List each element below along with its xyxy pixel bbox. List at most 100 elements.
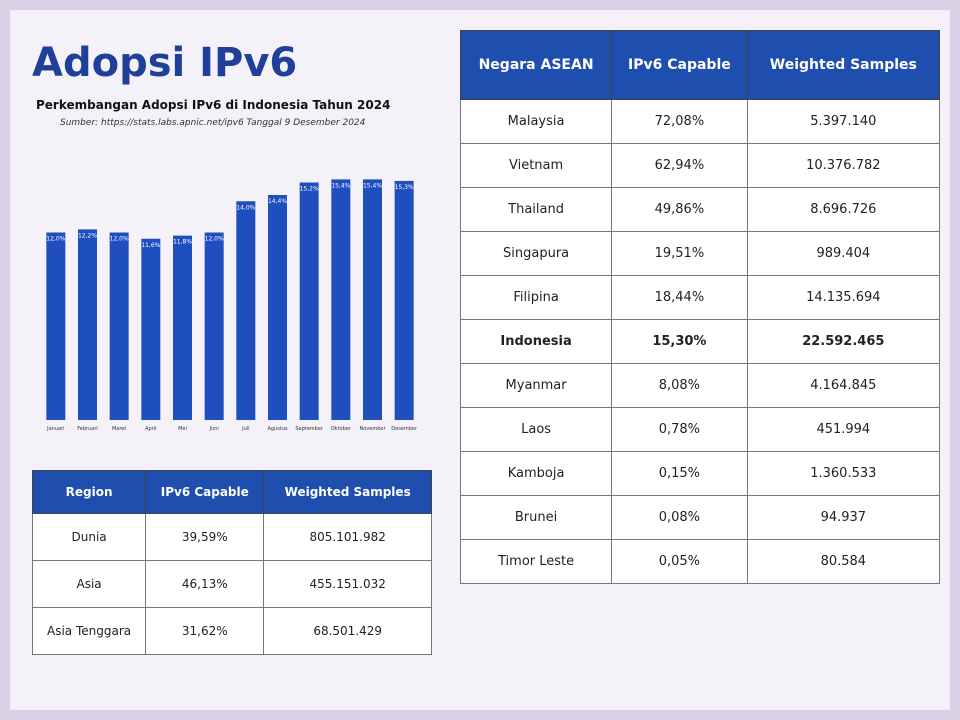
x-tick-label: Februari (77, 426, 98, 432)
table-row: Asia 46,13% 455.151.032 (31, 560, 432, 608)
subtitle: Perkembangan Adopsi IPv6 di Indonesia Ta… (36, 98, 391, 112)
value-label: 15,2% (300, 186, 319, 193)
table-row: Filipina 18,44% 14.135.694 (459, 275, 941, 320)
table-row: Indonesia 15,30% 22.592.465 (459, 319, 941, 364)
slide: Adopsi IPv6 Perkembangan Adopsi IPv6 di … (10, 10, 950, 710)
table-row: Vietnam 62,94% 10.376.782 (459, 143, 941, 188)
table-cell: 68.501.429 (263, 607, 432, 655)
region-table: Region IPv6 Capable Weighted Samples Dunia 3… (31, 470, 432, 655)
table-cell: Laos (459, 407, 613, 452)
table-cell: 1.360.533 (746, 451, 941, 496)
table-cell: Indonesia (459, 319, 613, 364)
table-row: Myanmar 8,08% 4.164.845 (459, 363, 941, 408)
x-tick-label: September (295, 426, 324, 432)
table-cell: 5.397.140 (746, 99, 941, 144)
table-cell: 451.994 (746, 407, 941, 452)
value-label: 11,8% (173, 239, 192, 246)
table-cell: 22.592.465 (746, 319, 941, 364)
value-label: 15,4% (363, 182, 382, 189)
table-cell: Asia Tenggara (31, 607, 147, 655)
table-cell: Vietnam (459, 143, 613, 188)
table-cell: 39,59% (145, 513, 265, 561)
value-label: 11,6% (141, 242, 160, 249)
table-cell: 94.937 (746, 495, 941, 540)
value-label: 12,0% (46, 236, 65, 243)
table-cell: 0,08% (611, 495, 748, 540)
table-cell: 0,78% (611, 407, 748, 452)
table-cell: 989.404 (746, 231, 941, 276)
column-header: Weighted Samples (746, 30, 941, 100)
table-cell: 62,94% (611, 143, 748, 188)
table-row: Dunia 39,59% 805.101.982 (31, 513, 432, 561)
value-label: 15,3% (395, 184, 414, 191)
table-row: Singapura 19,51% 989.404 (459, 231, 941, 276)
table-cell: Filipina (459, 275, 613, 320)
bar (173, 235, 192, 420)
table-cell: 8,08% (611, 363, 748, 408)
value-label: 14,4% (268, 198, 287, 205)
table-cell: 46,13% (145, 560, 265, 608)
table-cell: Kamboja (459, 451, 613, 496)
x-tick-label: Januari (46, 426, 64, 432)
table-row: Malaysia 72,08% 5.397.140 (459, 99, 941, 144)
bar (268, 195, 287, 420)
table-row: Timor Leste 0,05% 80.584 (459, 539, 941, 584)
table-cell: 80.584 (746, 539, 941, 584)
table-cell: 8.696.726 (746, 187, 941, 232)
x-tick-label: Agustus (267, 426, 287, 432)
table-cell: 10.376.782 (746, 143, 941, 188)
x-tick-label: Oktober (331, 426, 352, 432)
x-tick-label: Juni (209, 426, 219, 432)
table-cell: 31,62% (145, 607, 265, 655)
table-cell: 455.151.032 (263, 560, 432, 608)
table-cell: 4.164.845 (746, 363, 941, 408)
source: Sumber: https://stats.labs.apnic.net/ipv… (60, 118, 366, 128)
slide-title: Adopsi IPv6 (32, 40, 298, 86)
bar (299, 182, 319, 420)
table-cell: 72,08% (611, 99, 748, 144)
bar (46, 232, 66, 420)
table-cell: 18,44% (611, 275, 748, 320)
column-header: IPv6 Capable (611, 30, 748, 100)
table-cell: Dunia (31, 513, 147, 561)
value-label: 12,2% (78, 232, 97, 239)
table-cell: Thailand (459, 187, 613, 232)
table-cell: 805.101.982 (263, 513, 432, 561)
table-cell: Singapura (459, 231, 613, 276)
table-cell: 49,86% (611, 187, 748, 232)
table-cell: Brunei (459, 495, 613, 540)
value-label: 15,4% (331, 182, 350, 189)
x-tick-label: Maret (112, 426, 126, 432)
x-tick-label: November (359, 426, 386, 432)
chart: Januari 12,0% Februari 12,2% Maret 12,0% April… (46, 179, 418, 432)
table-cell: 0,15% (611, 451, 748, 496)
table-cell: Timor Leste (459, 539, 613, 584)
table-row: Kamboja 0,15% 1.360.533 (459, 451, 941, 496)
column-header: Region (31, 470, 147, 514)
bar (78, 229, 97, 420)
bar (363, 179, 382, 420)
table-row: Brunei 0,08% 94.937 (459, 495, 941, 540)
x-tick-label: Juli (241, 426, 249, 432)
table-cell: 19,51% (611, 231, 748, 276)
table-cell: 0,05% (611, 539, 748, 584)
bar (204, 232, 224, 420)
bar (109, 232, 129, 420)
table-cell: Asia (31, 560, 147, 608)
table-row: Laos 0,78% 451.994 (459, 407, 941, 452)
value-label: 12,0% (205, 236, 224, 243)
x-tick-label: April (145, 426, 156, 432)
table-cell: 15,30% (611, 319, 748, 364)
table-cell: Malaysia (459, 99, 613, 144)
bar (394, 180, 414, 420)
value-label: 14,0% (236, 204, 255, 211)
bar (331, 179, 351, 420)
table-row: Thailand 49,86% 8.696.726 (459, 187, 941, 232)
bar (236, 201, 256, 420)
x-tick-label: Desember (391, 426, 418, 432)
asean-table: Negara ASEAN IPv6 Capable Weighted Samples… (459, 30, 941, 584)
table-cell: 14.135.694 (746, 275, 941, 320)
value-label: 12,0% (110, 236, 129, 243)
x-tick-label: Mei (178, 426, 187, 432)
